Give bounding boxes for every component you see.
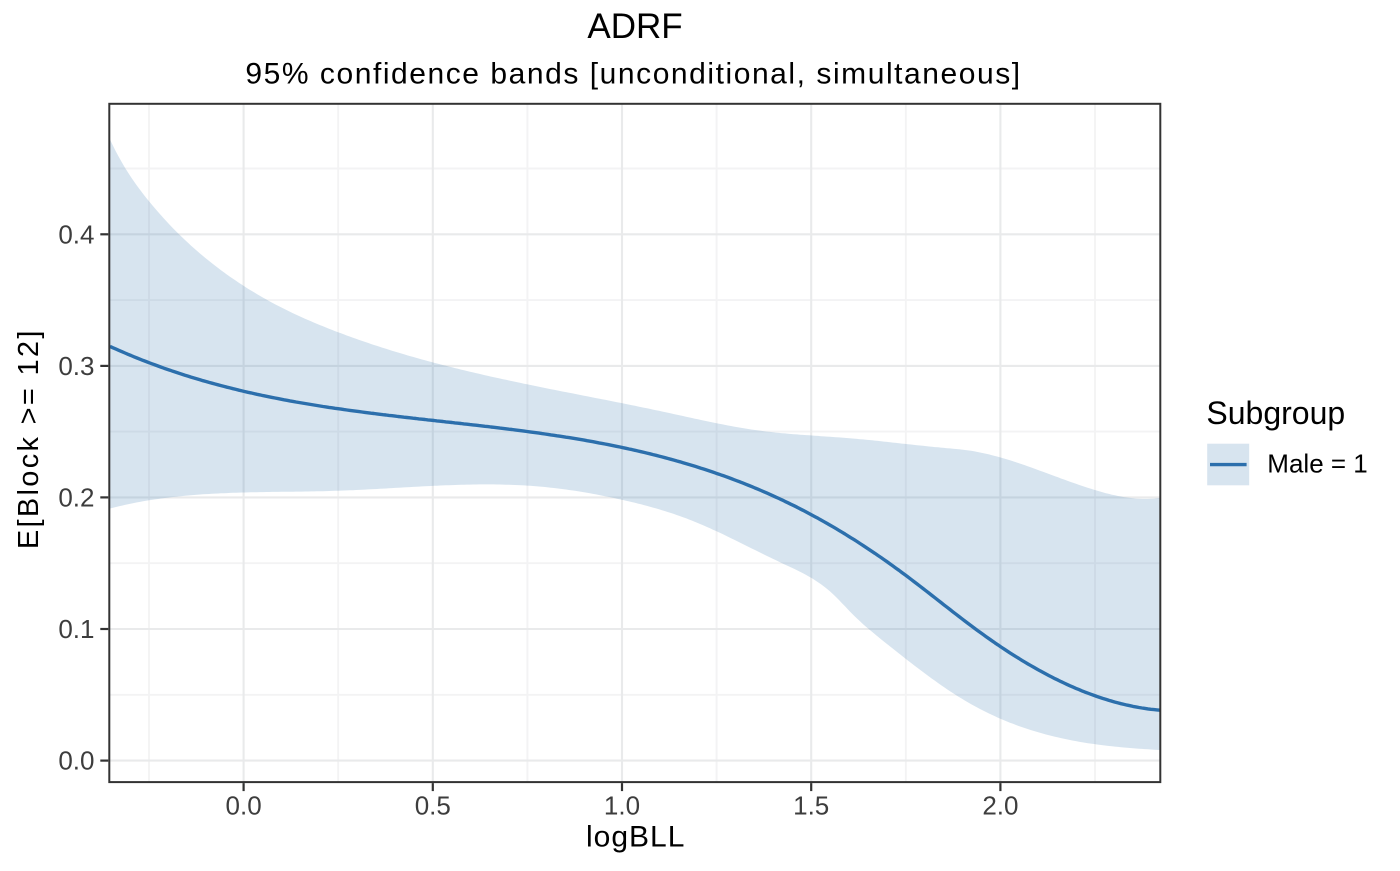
svg-text:Subgroup: Subgroup (1206, 395, 1345, 431)
svg-text:0.0: 0.0 (58, 746, 94, 776)
svg-text:logBLL: logBLL (586, 820, 685, 853)
svg-text:0.1: 0.1 (58, 614, 94, 644)
svg-text:E[Block >= 12]: E[Block >= 12] (13, 328, 45, 549)
svg-text:ADRF: ADRF (587, 7, 682, 46)
svg-text:0.0: 0.0 (226, 791, 262, 821)
svg-text:1.5: 1.5 (793, 791, 829, 821)
svg-text:0.2: 0.2 (58, 482, 94, 512)
svg-text:0.3: 0.3 (58, 351, 94, 381)
svg-text:95% confidence bands [uncondit: 95% confidence bands [unconditional, sim… (245, 58, 1021, 91)
svg-text:1.0: 1.0 (604, 791, 640, 821)
svg-text:0.5: 0.5 (415, 791, 451, 821)
svg-text:0.4: 0.4 (58, 219, 94, 249)
svg-text:Male = 1: Male = 1 (1267, 449, 1367, 479)
svg-text:2.0: 2.0 (982, 791, 1018, 821)
